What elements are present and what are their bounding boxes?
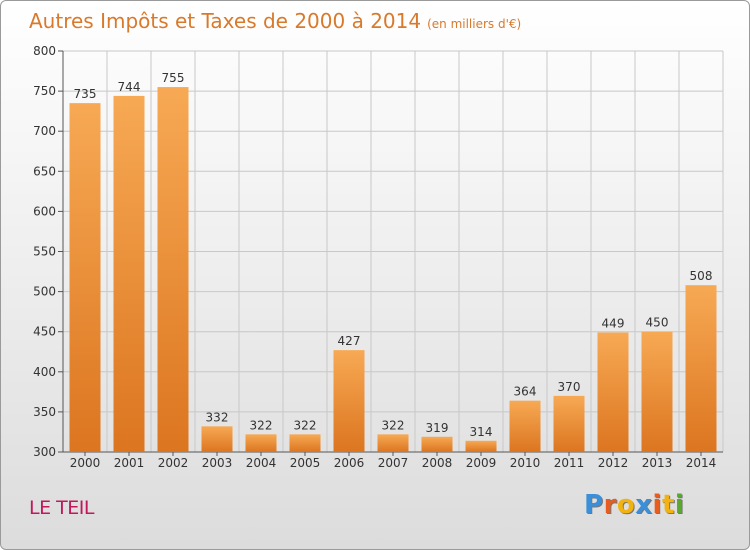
x-tick-label-2012: 2012 — [598, 456, 629, 470]
bar-2003 — [201, 426, 233, 452]
y-tick-label: 700 — [33, 124, 56, 138]
y-tick-label: 550 — [33, 245, 56, 259]
bar-2000 — [69, 103, 101, 452]
data-label-2000: 735 — [74, 87, 97, 101]
x-tick-label-2004: 2004 — [246, 456, 277, 470]
x-tick-label-2010: 2010 — [510, 456, 541, 470]
bar-2013 — [641, 331, 673, 452]
y-tick-label: 750 — [33, 84, 56, 98]
bars — [69, 87, 717, 453]
logo-letter: P — [584, 490, 604, 520]
data-label-2012: 449 — [602, 317, 625, 331]
data-label-2003: 332 — [206, 410, 229, 424]
bar-2012 — [597, 332, 629, 452]
x-tick-label-2007: 2007 — [378, 456, 409, 470]
bar-2005 — [289, 434, 321, 452]
data-label-2011: 370 — [558, 380, 581, 394]
x-tick-label-2014: 2014 — [686, 456, 717, 470]
bar-2010 — [509, 400, 541, 452]
x-tick-label-2005: 2005 — [290, 456, 321, 470]
data-label-2002: 755 — [162, 71, 185, 85]
bar-2009 — [465, 440, 497, 452]
data-label-2013: 450 — [646, 316, 669, 330]
bar-2004 — [245, 434, 277, 452]
y-tick-label: 300 — [33, 445, 56, 459]
proxiti-logo[interactable]: Proxiti — [584, 490, 684, 520]
x-tick-label-2008: 2008 — [422, 456, 453, 470]
data-labels: 735 744 755 332 322 322 427 322 319 314 364 370 449 4… — [74, 71, 713, 439]
logo-letter: i — [652, 490, 662, 520]
data-label-2014: 508 — [690, 269, 713, 283]
logo-letter: i — [674, 490, 685, 520]
data-label-2006: 427 — [338, 334, 361, 348]
chart-title: Autres Impôts et Taxes de 2000 à 2014 (en… — [29, 9, 521, 33]
x-tick-label-2002: 2002 — [158, 456, 189, 470]
data-label-2008: 319 — [426, 421, 449, 435]
x-tick-label-2009: 2009 — [466, 456, 497, 470]
data-label-2007: 322 — [382, 418, 405, 432]
x-tick-label-2003: 2003 — [202, 456, 233, 470]
x-tick-label-2011: 2011 — [554, 456, 585, 470]
bar-2011 — [553, 395, 585, 452]
y-tick-label: 650 — [33, 164, 56, 178]
logo-letter: t — [661, 490, 675, 520]
commune-name: LE TEIL — [29, 497, 94, 519]
data-label-2009: 314 — [470, 425, 493, 439]
y-tick-label: 600 — [33, 204, 56, 218]
logo-letter: x — [635, 490, 653, 520]
bar-2007 — [377, 434, 409, 452]
x-tick-label-2001: 2001 — [114, 456, 145, 470]
y-tick-label: 800 — [33, 44, 56, 58]
x-tick-label-2006: 2006 — [334, 456, 365, 470]
data-label-2001: 744 — [118, 80, 141, 94]
y-tick-label: 450 — [33, 325, 56, 339]
axes: 300 350 400 450 500 550 600 650 700 750 800 2000 200… — [33, 44, 723, 470]
bar-2001 — [113, 95, 145, 453]
chart-title-text: Autres Impôts et Taxes de 2000 à 2014 — [29, 9, 422, 33]
data-label-2004: 322 — [250, 418, 273, 432]
x-tick-label-2000: 2000 — [70, 456, 101, 470]
bar-2014 — [685, 285, 717, 452]
y-tick-label: 500 — [33, 285, 56, 299]
bar-2006 — [333, 350, 365, 452]
y-tick-label: 400 — [33, 365, 56, 379]
data-label-2010: 364 — [514, 385, 537, 399]
bar-2008 — [421, 436, 453, 452]
logo-letter: r — [603, 490, 617, 520]
x-tick-label-2013: 2013 — [642, 456, 673, 470]
y-tick-label: 350 — [33, 405, 56, 419]
data-label-2005: 322 — [294, 418, 317, 432]
logo-letter: o — [616, 490, 636, 520]
bar-2002 — [157, 87, 189, 452]
chart-subtitle: (en milliers d'€) — [427, 17, 522, 31]
